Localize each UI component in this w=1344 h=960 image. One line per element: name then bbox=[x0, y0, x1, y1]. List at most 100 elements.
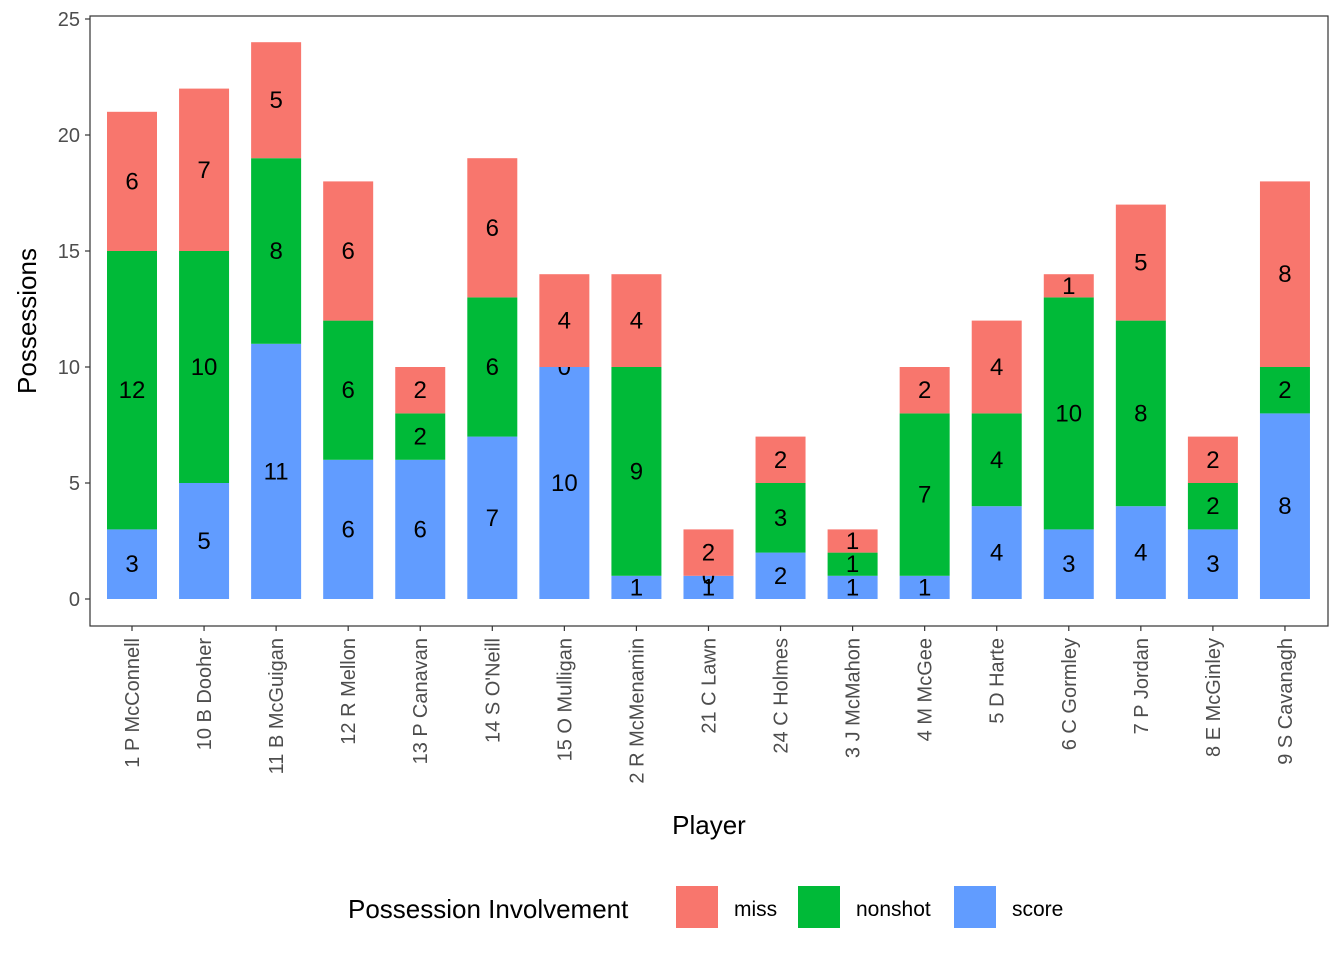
x-axis: 1 P McConnell 10 B Dooher 11 B McGuigan 12 … bbox=[122, 626, 1297, 784]
legend: Possession Involvement miss nonshot score bbox=[348, 886, 1063, 928]
legend-title: Possession Involvement bbox=[348, 894, 629, 924]
x-tick-label: 14 S O'Neill bbox=[482, 638, 504, 743]
bar-miss-8 bbox=[683, 529, 734, 576]
y-tick-label: 15 bbox=[58, 241, 80, 263]
bar-label-miss-3: 6 bbox=[342, 238, 355, 265]
bar-label-miss-11: 2 bbox=[918, 377, 931, 404]
bar-label-score-13: 3 bbox=[1062, 551, 1075, 578]
bar-label-score-14: 4 bbox=[1134, 540, 1147, 567]
y-tick-label: 0 bbox=[69, 589, 80, 611]
legend-label-nonshot: nonshot bbox=[856, 898, 931, 921]
bar-score-12 bbox=[971, 506, 1022, 599]
bar-nonshot-2 bbox=[251, 158, 302, 344]
bar-label-miss-16: 8 bbox=[1278, 261, 1291, 288]
bar-label-nonshot-0: 12 bbox=[119, 377, 146, 404]
legend-key-nonshot bbox=[798, 886, 840, 928]
bar-score-7 bbox=[611, 575, 662, 599]
x-tick-label: 9 S Cavanagh bbox=[1275, 638, 1297, 765]
x-tick-label: 10 B Dooher bbox=[194, 638, 216, 751]
bar-label-miss-15: 2 bbox=[1206, 447, 1219, 474]
bar-label-score-10: 1 bbox=[846, 574, 859, 601]
bar-label-score-9: 2 bbox=[774, 563, 787, 590]
bar-score-13 bbox=[1043, 529, 1094, 599]
bar-label-nonshot-15: 2 bbox=[1206, 493, 1219, 520]
bar-miss-6 bbox=[539, 274, 590, 367]
bar-label-miss-0: 6 bbox=[125, 168, 138, 195]
bar-score-10 bbox=[827, 575, 878, 599]
bar-label-nonshot-2: 8 bbox=[269, 238, 282, 265]
bar-label-score-16: 8 bbox=[1278, 493, 1291, 520]
bar-nonshot-9 bbox=[755, 483, 806, 553]
bar-miss-13 bbox=[1043, 274, 1094, 298]
y-axis-title: Possessions bbox=[12, 248, 42, 394]
y-tick-label: 5 bbox=[69, 473, 80, 495]
x-tick-label: 13 P Canavan bbox=[410, 638, 432, 764]
bar-miss-4 bbox=[395, 367, 446, 414]
bar-score-2 bbox=[251, 343, 302, 599]
bar-nonshot-4 bbox=[395, 413, 446, 460]
bar-label-miss-1: 7 bbox=[197, 157, 210, 184]
bar-miss-1 bbox=[179, 88, 230, 251]
bar-nonshot-7 bbox=[611, 367, 662, 576]
bar-label-nonshot-12: 4 bbox=[990, 447, 1003, 474]
bar-label-nonshot-5: 6 bbox=[486, 354, 499, 381]
bar-label-miss-8: 2 bbox=[702, 540, 715, 567]
x-axis-title: Player bbox=[672, 810, 746, 840]
bar-label-score-0: 3 bbox=[125, 551, 138, 578]
bar-label-nonshot-1: 10 bbox=[191, 354, 218, 381]
bar-miss-3 bbox=[323, 181, 374, 321]
bar-label-score-2: 11 bbox=[264, 458, 289, 485]
bar-score-0 bbox=[107, 529, 157, 599]
bar-label-miss-2: 5 bbox=[269, 87, 282, 114]
bar-label-score-3: 6 bbox=[342, 516, 355, 543]
bar-label-miss-5: 6 bbox=[486, 215, 499, 242]
bar-label-miss-4: 2 bbox=[414, 377, 427, 404]
bar-nonshot-11 bbox=[899, 413, 950, 576]
bar-score-16 bbox=[1259, 413, 1310, 599]
bar-score-14 bbox=[1115, 506, 1166, 599]
x-tick-label: 5 D Harte bbox=[987, 638, 1009, 724]
legend-key-score bbox=[954, 886, 996, 928]
bar-label-score-15: 3 bbox=[1206, 551, 1219, 578]
bar-label-nonshot-13: 10 bbox=[1055, 400, 1082, 427]
bar-label-score-5: 7 bbox=[486, 505, 499, 532]
legend-key-miss bbox=[676, 886, 718, 928]
bar-miss-5 bbox=[467, 158, 518, 298]
bar-label-score-12: 4 bbox=[990, 540, 1003, 567]
x-tick-label: 8 E McGinley bbox=[1203, 638, 1225, 757]
x-tick-label: 21 C Lawn bbox=[698, 638, 720, 734]
bar-score-9 bbox=[755, 552, 806, 599]
bar-miss-16 bbox=[1259, 181, 1310, 367]
bar-nonshot-3 bbox=[323, 320, 374, 460]
bar-nonshot-16 bbox=[1259, 367, 1310, 414]
y-axis: 0 5 10 15 20 25 bbox=[58, 9, 90, 611]
bar-score-8 bbox=[683, 575, 734, 599]
bar-label-miss-13: 1 bbox=[1062, 273, 1075, 300]
y-tick-label: 10 bbox=[58, 357, 80, 379]
bar-score-4 bbox=[395, 459, 446, 599]
bar-miss-7 bbox=[611, 274, 662, 367]
bar-miss-14 bbox=[1115, 204, 1166, 321]
bar-miss-12 bbox=[971, 320, 1022, 414]
bars-group: 3126510711856666227661004194102232111172… bbox=[107, 42, 1310, 601]
x-tick-label: 11 B McGuigan bbox=[266, 638, 288, 774]
bar-label-nonshot-3: 6 bbox=[342, 377, 355, 404]
bar-label-score-1: 5 bbox=[197, 528, 210, 555]
x-tick-label: 6 C Gormley bbox=[1059, 638, 1081, 750]
bar-miss-11 bbox=[899, 367, 950, 414]
bar-nonshot-10 bbox=[827, 552, 878, 576]
bar-label-miss-6: 4 bbox=[558, 308, 571, 335]
bar-nonshot-1 bbox=[179, 251, 230, 483]
bar-label-score-4: 6 bbox=[414, 516, 427, 543]
bar-label-score-11: 1 bbox=[918, 574, 931, 601]
bar-miss-9 bbox=[755, 436, 806, 483]
x-tick-label: 7 P Jordan bbox=[1131, 638, 1153, 734]
bar-nonshot-14 bbox=[1115, 320, 1166, 507]
bar-score-11 bbox=[899, 575, 950, 599]
bar-nonshot-15 bbox=[1187, 483, 1238, 530]
bar-miss-15 bbox=[1187, 436, 1238, 483]
bar-miss-10 bbox=[827, 529, 878, 553]
x-tick-label: 24 C Holmes bbox=[771, 638, 793, 754]
bar-label-nonshot-7: 9 bbox=[630, 458, 643, 485]
